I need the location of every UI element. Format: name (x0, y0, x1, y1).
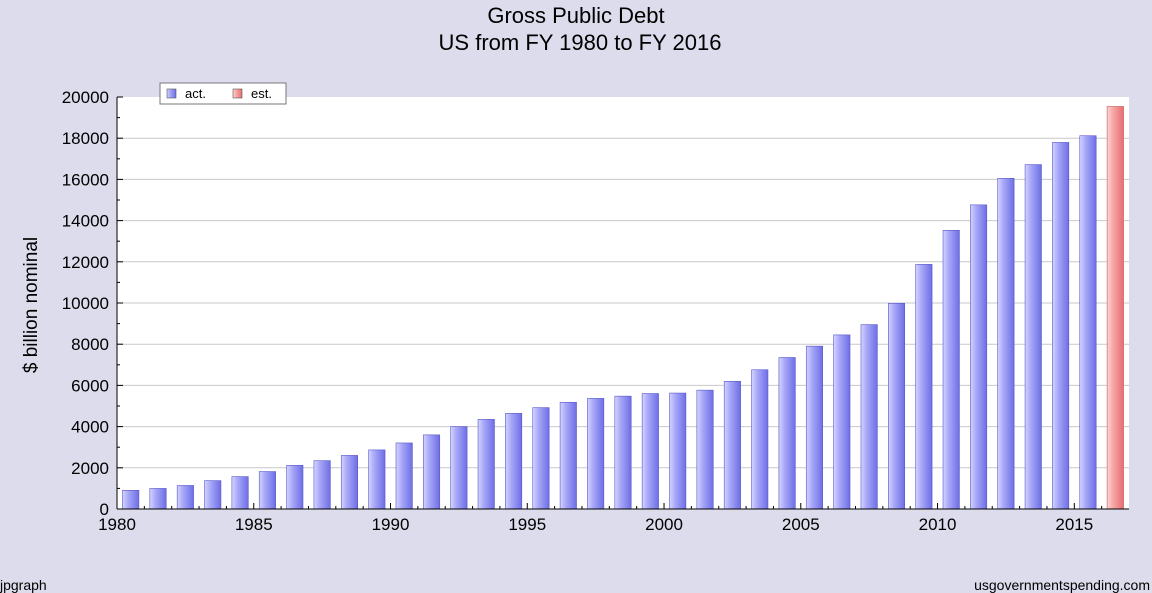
bar-act-1986 (286, 465, 304, 510)
bar-act-1993 (477, 419, 495, 510)
x-tick-label: 2015 (1055, 515, 1093, 534)
bar-act-1994 (505, 413, 523, 510)
x-axis: 1980 1985 1990 1995 2000 2005 2010 2015 (98, 503, 1129, 534)
y-tick-label: 16000 (62, 170, 109, 189)
y-tick-label: 18000 (62, 129, 109, 148)
x-tick-label: 1995 (508, 515, 546, 534)
y-tick-label: 2000 (71, 459, 109, 478)
bar-act-2010 (942, 230, 960, 510)
x-tick-label: 1980 (98, 515, 136, 534)
y-tick-label: 14000 (62, 212, 109, 231)
x-tick-label: 2000 (645, 515, 683, 534)
y-axis-label: $ billion nominal (21, 237, 42, 373)
bar-act-1991 (423, 434, 441, 510)
legend-label-act: act. (185, 86, 206, 101)
legend-swatch-act (166, 88, 177, 99)
bar-act-2007 (860, 324, 878, 510)
y-tick-label: 8000 (71, 335, 109, 354)
bar-act-2012 (997, 178, 1015, 510)
bar-act-2015 (1079, 135, 1097, 510)
footer-right-source: usgovernmentspending.com (974, 577, 1150, 593)
chart-subtitle: US from FY 1980 to FY 2016 (439, 30, 722, 55)
x-tick-label: 2010 (919, 515, 957, 534)
bar-act-2001 (696, 389, 714, 510)
bar-act-1985 (258, 471, 276, 510)
y-tick-label: 6000 (71, 376, 109, 395)
y-axis: 0 2000 4000 6000 8000 10000 12000 14000 16000 180… (62, 88, 123, 519)
bar-act-2002 (723, 381, 741, 510)
y-tick-label: 20000 (62, 88, 109, 107)
bar-act-2006 (833, 334, 851, 510)
bar-act-1988 (340, 455, 358, 510)
bars (122, 106, 1124, 510)
bar-act-1999 (641, 393, 659, 510)
bar-act-2011 (970, 204, 988, 510)
bar-act-1992 (450, 426, 468, 510)
legend-box (159, 82, 287, 105)
footer-left-credit: jpgraph (0, 577, 47, 593)
x-tick-label: 1990 (372, 515, 410, 534)
legend-swatch-est (232, 88, 243, 99)
bar-act-2014 (1052, 142, 1070, 510)
x-tick-label: 2005 (782, 515, 820, 534)
bar-act-1998 (614, 395, 632, 510)
bar-est-2016 (1106, 106, 1124, 510)
chart-title: Gross Public Debt (487, 3, 664, 28)
x-tick-label: 1985 (235, 515, 273, 534)
bar-act-1997 (587, 398, 605, 510)
bar-act-1982 (176, 485, 194, 510)
y-tick-label: 12000 (62, 253, 109, 272)
bar-act-1989 (368, 449, 386, 510)
bar-act-2003 (751, 369, 769, 510)
bar-act-1996 (559, 401, 577, 510)
bar-act-1995 (532, 407, 550, 510)
y-tick-label: 10000 (62, 294, 109, 313)
y-tick-label: 0 (100, 500, 109, 519)
bar-act-2009 (915, 264, 933, 510)
bar-act-2000 (669, 392, 687, 510)
bar-act-1980 (122, 489, 140, 510)
y-tick-label: 4000 (71, 418, 109, 437)
bar-act-2005 (805, 345, 823, 510)
bar-act-2008 (888, 302, 906, 510)
bar-act-1983 (204, 480, 222, 510)
bar-act-2013 (1024, 164, 1042, 510)
legend-label-est: est. (251, 86, 272, 101)
bar-act-1987 (313, 460, 331, 510)
bar-act-2004 (778, 357, 796, 510)
bar-act-1984 (231, 476, 249, 510)
bar-act-1990 (395, 442, 413, 510)
legend: act. est. (159, 82, 287, 105)
bar-act-1981 (149, 488, 167, 510)
